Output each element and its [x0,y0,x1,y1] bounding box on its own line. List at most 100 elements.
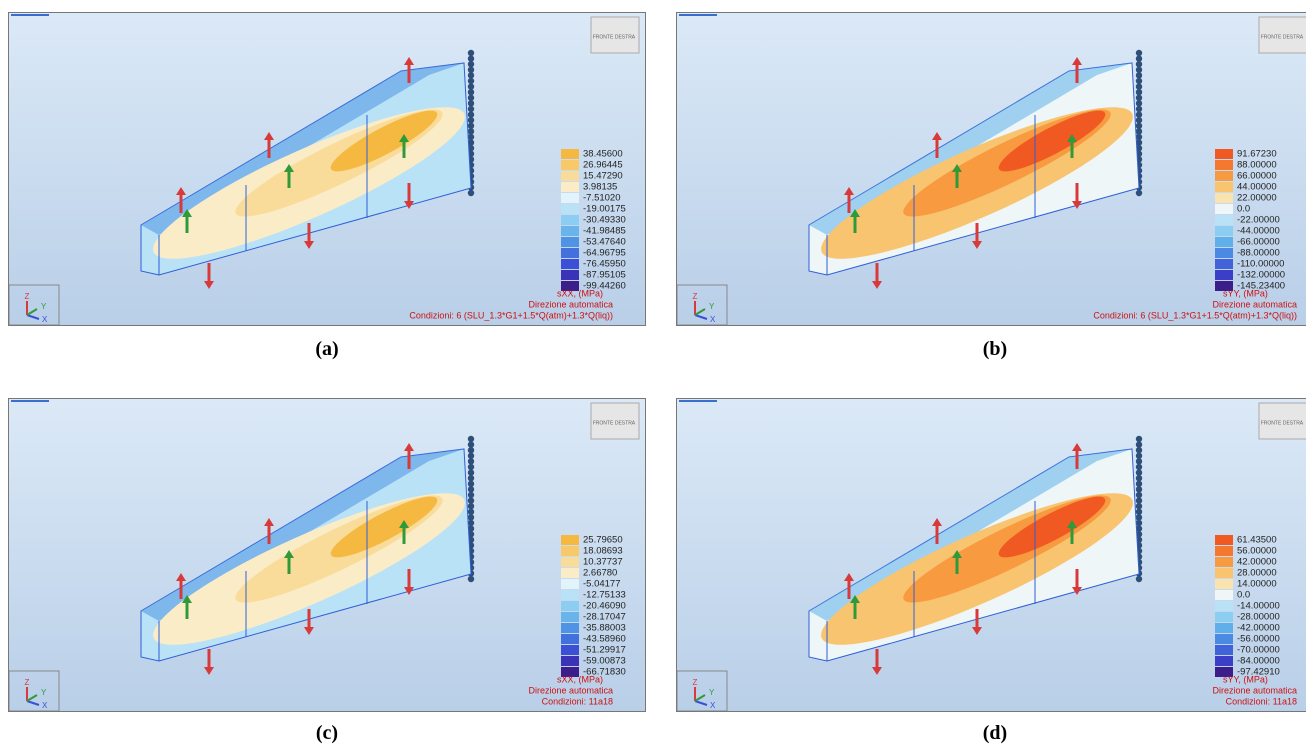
legend-swatch [561,248,579,258]
axis-y [695,309,705,315]
cube-label: DESTRA [615,420,636,426]
arrow-head [932,518,942,526]
support [1136,458,1142,464]
cube-label: FRONTE [593,420,614,426]
legend-swatch [1215,601,1233,611]
support [1136,492,1142,498]
legend-swatch [1215,182,1233,192]
support [1136,576,1142,582]
legend-label: 26.96445 [583,160,623,171]
support [468,497,474,503]
axis-label: Z [25,292,30,301]
cube-label: DESTRA [615,34,636,40]
axis-x [695,315,707,319]
support [468,72,474,78]
support [1136,441,1142,447]
legend-swatch [1215,546,1233,556]
support [468,436,474,442]
axis-y [27,695,37,701]
support [1136,78,1142,84]
legend-swatch [1215,248,1233,258]
legend-label: -42.00000 [1237,623,1280,634]
support [468,128,474,134]
legend-label: 56.00000 [1237,546,1277,557]
legend-label: -53.47640 [583,237,626,248]
legend-swatch [561,204,579,214]
legend-label: -64.96795 [583,248,626,259]
legend-label: -19.00175 [583,204,626,215]
support [1136,100,1142,106]
arrow-head [972,241,982,249]
legend-label: 44.00000 [1237,182,1277,193]
legend-label: 22.00000 [1237,193,1277,204]
legend-label: -14.00000 [1237,601,1280,612]
legend-swatch [1215,226,1233,236]
legend-swatch [1215,579,1233,589]
legend-label: 38.45600 [583,149,623,160]
axis-label: Y [41,302,47,311]
legend-swatch [561,623,579,633]
support [468,95,474,101]
cube-label: DESTRA [1283,34,1304,40]
legend-swatch [1215,149,1233,159]
support [468,486,474,492]
support [468,464,474,470]
direction-label: Direzione automatica [1212,685,1297,695]
viewport-panel: FRONTEDESTRAZYX38.4560026.9644515.472903… [8,12,646,326]
direction-label: Direzione automatica [1212,299,1297,309]
support [1136,514,1142,520]
viewport: FRONTEDESTRAZYX91.6723088.0000066.000004… [677,13,1306,325]
legend-swatch [1215,160,1233,170]
legend-label: 18.08693 [583,546,623,557]
axis-triad-box [9,285,59,325]
panel-caption: (c) [8,722,646,745]
arrow-head [972,627,982,635]
support [468,67,474,73]
support [1136,106,1142,112]
arrow-head [304,627,314,635]
legend-swatch [561,270,579,280]
legend-swatch [1215,634,1233,644]
axis-triad-box [9,671,59,711]
legend-label: -56.00000 [1237,634,1280,645]
support [468,453,474,459]
support [1136,481,1142,487]
arrow-head [204,667,214,675]
arrow-head [264,518,274,526]
legend-swatch [561,215,579,225]
conditions-label: Condizioni: 11a18 [542,696,613,706]
legend-label: 88.00000 [1237,160,1277,171]
legend-swatch [1215,204,1233,214]
viewport-panel: FRONTEDESTRAZYX61.4350056.0000042.000002… [676,398,1306,712]
legend-label: 15.47290 [583,171,623,182]
legend-swatch [1215,656,1233,666]
support [468,55,474,61]
legend-swatch [1215,612,1233,622]
support [1136,190,1142,196]
legend-swatch [561,557,579,567]
conditions-label: Condizioni: 6 (SLU_1.3*G1+1.5*Q(atm)+1.3… [1093,310,1297,320]
support [468,458,474,464]
legend-label: -132.00000 [1237,270,1285,281]
axis-label: Y [709,302,715,311]
arrow-head [1072,443,1082,451]
support [468,503,474,509]
legend-label: 10.37737 [583,557,623,568]
direction-label: Direzione automatica [528,685,613,695]
support [1136,503,1142,509]
legend-label: 42.00000 [1237,557,1277,568]
legend-label: 28.00000 [1237,568,1277,579]
viewport: FRONTEDESTRAZYX61.4350056.0000042.000002… [677,399,1306,711]
legend-swatch [1215,568,1233,578]
support [1136,447,1142,453]
support [1136,117,1142,123]
support [468,475,474,481]
legend-swatch [1215,645,1233,655]
support [468,481,474,487]
axis-label: Z [25,678,30,687]
legend-swatch [1215,535,1233,545]
support [468,83,474,89]
legend-label: -5.04177 [583,579,621,590]
legend-swatch [561,259,579,269]
